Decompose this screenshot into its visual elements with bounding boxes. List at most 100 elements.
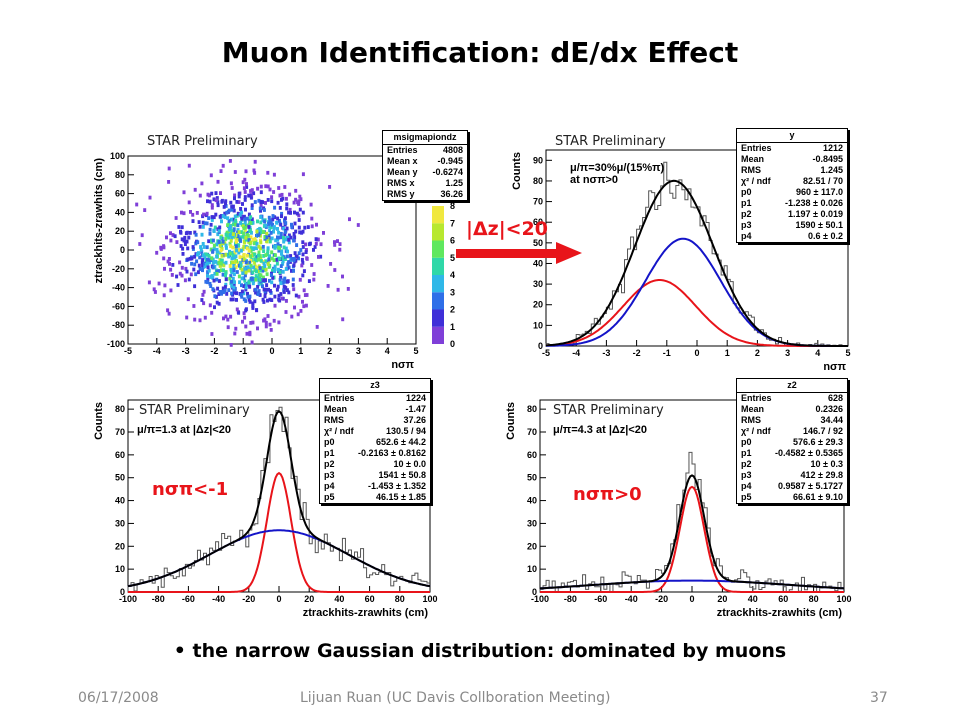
heatmap-cell [304,303,308,308]
heatmap-cell [261,297,265,302]
heatmap-cell [257,244,261,249]
heatmap-cell [245,230,249,235]
heatmap-cell [254,239,258,244]
heatmap-cell [293,235,297,240]
heatmap-cell [237,250,241,255]
heatmap-cell [224,260,228,265]
heatmap-cell [285,206,289,211]
heatmap-cell [257,272,261,277]
heatmap-cell [249,246,253,250]
colorbar-segment [432,292,444,310]
heatmap-cell [275,220,279,225]
heatmap-cell [249,276,253,281]
heatmap-cell [309,202,313,207]
heatmap-cell [296,312,300,317]
heatmap-cell [224,243,228,248]
stats-row: χ² / ndf 146.7 / 92 [741,426,843,436]
fit-curve-total [127,410,431,588]
heatmap-cell [284,299,288,303]
heatmap-cell [230,250,234,255]
heatmap-cell [241,224,245,229]
colorbar-tick-label: 8 [450,201,455,211]
heatmap-cell [235,291,239,296]
heatmap-cell [264,320,268,325]
heatmap-cell [304,242,307,247]
heatmap-cell [223,215,227,220]
heatmap-cell [201,242,205,246]
heatmap-cell [234,265,238,270]
stats-row: χ² / ndf 130.5 / 94 [324,426,426,436]
heatmap-cell [216,203,220,208]
heatmap-cell [239,293,243,297]
heatmap-cell [276,216,280,221]
heatmap-cell [249,249,253,253]
colorbar-segment [432,206,444,224]
heatmap-cell [245,216,249,221]
heatmap-cell [230,186,234,190]
stats-row: p1 -1.238 ± 0.026 [741,198,843,208]
heatmap-cell [293,251,297,255]
heatmap-cell [301,299,304,304]
heatmap-cell [244,207,247,212]
heatmap-cell [203,221,207,226]
heatmap-cell [245,246,249,251]
heatmap-cell [239,248,243,253]
watermark-star-preliminary: STAR Preliminary [555,134,666,149]
heatmap-cell [233,170,237,174]
heatmap-cell [236,228,240,232]
y-tick-label: -60 [112,301,125,311]
x-tick-label: -3 [602,348,610,358]
heatmap-cell [243,190,247,194]
heatmap-cell [223,288,227,293]
heatmap-cell [217,279,221,283]
heatmap-cell [255,269,258,274]
heatmap-cell [210,215,214,219]
heatmap-cell [283,232,287,237]
heatmap-cell [259,273,263,278]
heatmap-cell [224,199,228,204]
heatmap-cell [211,265,215,270]
heatmap-cell [155,250,159,255]
heatmap-cell [198,267,202,271]
heatmap-cell [182,211,186,216]
x-tick-label: 60 [778,594,788,604]
colorbar-tick-label: 2 [450,305,455,315]
heatmap-cell [223,285,227,289]
heatmap-cell [231,234,235,239]
y-tick-label: 80 [115,404,125,414]
y-tick-label: 40 [527,496,537,506]
heatmap-cell [242,257,246,262]
heatmap-cell [264,184,268,189]
heatmap-cell [262,287,266,292]
heatmap-cell [286,279,290,283]
x-tick-label: 5 [845,348,850,358]
heatmap-cell [210,310,214,315]
stats-row: RMS 37.26 [324,415,426,425]
heatmap-cell [228,251,232,256]
heatmap-cell [232,268,236,272]
heatmap-cell [298,207,302,212]
heatmap-cell [247,280,251,285]
heatmap-cell [185,230,189,235]
heatmap-cell [187,200,191,205]
y-tick-label: 50 [533,238,543,248]
heatmap-cell [204,263,208,267]
heatmap-cell [194,272,198,277]
heatmap-cell [282,290,286,294]
x-tick-label: -20 [655,594,668,604]
heatmap-cell [224,271,228,276]
heatmap-cell [235,298,238,302]
heatmap-cell [206,270,210,274]
heatmap-cell [287,237,291,242]
heatmap-cell [258,206,262,211]
heatmap-cell [292,287,296,292]
heatmap-cell [235,248,239,253]
heatmap-cell [247,248,251,253]
heatmap-cell [205,245,209,250]
y-tick-label: 40 [115,207,125,217]
heatmap-cell [240,216,244,221]
heatmap-cell [280,251,283,256]
heatmap-cell [239,221,243,225]
heatmap-cell [265,283,269,287]
nsigma-fit-svg: -5 -4 -3 -2 -1 0 1 2 3 4 50102030405060708090nσπCo… [511,149,851,373]
